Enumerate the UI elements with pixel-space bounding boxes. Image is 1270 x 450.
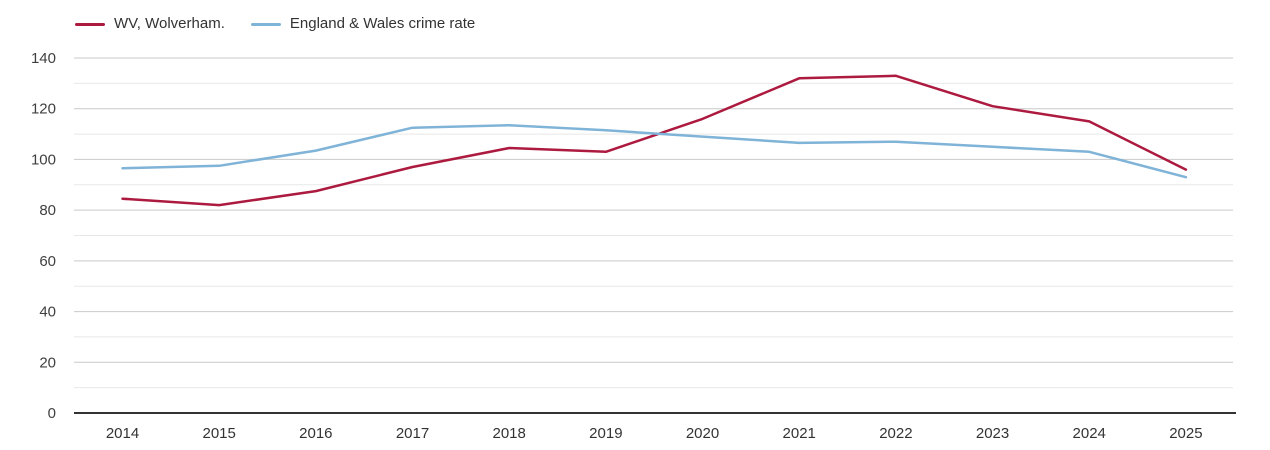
y-axis-tick-label: 80 [39, 202, 56, 219]
y-axis-tick-label: 60 [39, 253, 56, 270]
x-axis-tick-label: 2020 [686, 425, 719, 442]
y-axis-tick-label: 20 [39, 354, 56, 371]
x-axis-tick-label: 2016 [299, 425, 332, 442]
legend-label-wv: WV, Wolverham. [114, 15, 225, 32]
series-line-england-wales [121, 123, 1188, 179]
legend-item-england-wales[interactable]: England & Wales crime rate [250, 14, 476, 34]
y-axis-tick-label: 40 [39, 304, 56, 321]
legend-item-wv-wolverhampton[interactable]: WV, Wolverham. [75, 14, 225, 34]
x-axis-tick-label: 2025 [1169, 425, 1202, 442]
x-axis-tick-label: 2023 [976, 425, 1009, 442]
x-axis-tick-label: 2017 [396, 425, 429, 442]
y-axis-tick-label: 120 [31, 101, 56, 118]
x-axis-tick-label: 2021 [783, 425, 816, 442]
x-axis-tick-label: 2019 [589, 425, 622, 442]
x-axis-tick-label: 2015 [202, 425, 235, 442]
y-axis-tick-label: 140 [31, 50, 56, 67]
y-axis-tick-label: 0 [48, 405, 56, 422]
x-axis-tick-label: 2018 [493, 425, 526, 442]
series-line-wv-wolverhampton [121, 74, 1188, 207]
x-axis-tick-label: 2024 [1073, 425, 1106, 442]
legend-label-england-wales: England & Wales crime rate [289, 15, 476, 32]
legend-swatch-wv-line [75, 22, 105, 26]
legend-swatch-england-wales-line [250, 22, 281, 26]
x-axis-tick-label: 2014 [106, 425, 139, 442]
chart-legend: WV, Wolverham. England & Wales crime rat… [75, 14, 501, 34]
y-axis-tick-label: 100 [31, 151, 56, 168]
x-axis-tick-label: 2022 [879, 425, 912, 442]
